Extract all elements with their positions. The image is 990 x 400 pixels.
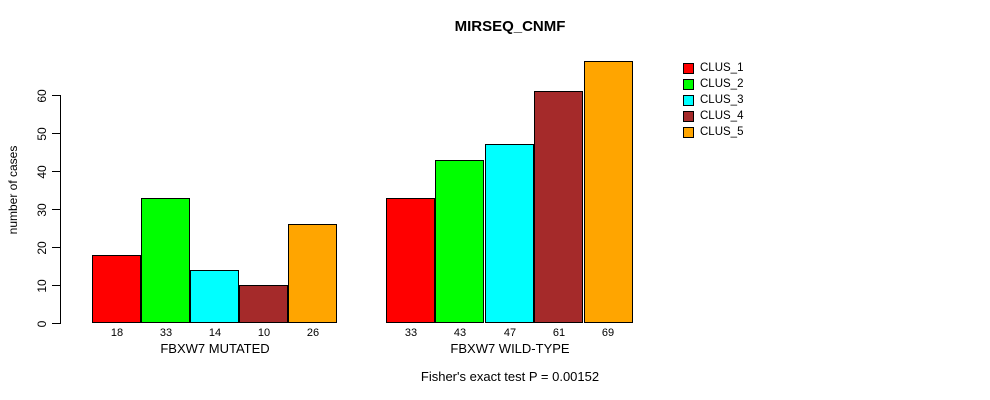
bar-value-label: 14 bbox=[208, 327, 222, 339]
legend-item-clus_5: CLUS_5 bbox=[683, 124, 743, 140]
legend-swatch-icon bbox=[683, 94, 694, 106]
bar-value-label: 69 bbox=[601, 327, 615, 339]
y-axis-tick-label: 30 bbox=[35, 202, 49, 217]
group-label: FBXW7 WILD-TYPE bbox=[450, 341, 570, 356]
legend-swatch-icon bbox=[683, 126, 694, 138]
legend-label: CLUS_1 bbox=[700, 62, 744, 74]
bar-value-label: 33 bbox=[159, 327, 173, 339]
bar-value-label: 10 bbox=[257, 327, 271, 339]
y-axis-tick bbox=[52, 323, 60, 324]
y-axis-tick bbox=[52, 285, 60, 286]
bar-clus_4-mutated bbox=[239, 285, 288, 323]
y-axis-tick-label: 20 bbox=[35, 240, 49, 255]
chart-title: MIRSEQ_CNMF bbox=[454, 18, 566, 35]
bar-clus_1-mutated bbox=[92, 255, 141, 323]
group-label: FBXW7 MUTATED bbox=[160, 341, 270, 356]
legend-item-clus_3: CLUS_3 bbox=[683, 92, 743, 108]
bar-clus_5-mutated bbox=[288, 224, 337, 323]
y-axis-tick-label: 40 bbox=[35, 164, 49, 179]
y-axis-tick bbox=[52, 133, 60, 134]
legend-swatch-icon bbox=[683, 62, 694, 74]
y-axis-label: number of cases bbox=[6, 145, 20, 235]
bar-clus_5-wildtype bbox=[584, 61, 633, 323]
legend-label: CLUS_5 bbox=[700, 126, 744, 138]
bar-clus_4-wildtype bbox=[534, 91, 583, 323]
legend-item-clus_4: CLUS_4 bbox=[683, 108, 743, 124]
bar-clus_2-wildtype bbox=[435, 160, 484, 323]
y-axis-line bbox=[60, 95, 61, 324]
legend: CLUS_1 CLUS_2 CLUS_3 CLUS_4 CLUS_5 bbox=[683, 60, 743, 140]
legend-item-clus_2: CLUS_2 bbox=[683, 76, 743, 92]
y-axis-tick bbox=[52, 209, 60, 210]
bar-value-label: 26 bbox=[306, 327, 320, 339]
legend-label: CLUS_2 bbox=[700, 78, 744, 90]
bar-clus_3-wildtype bbox=[485, 144, 534, 323]
caption: Fisher's exact test P = 0.00152 bbox=[420, 369, 600, 384]
y-axis-tick-label: 60 bbox=[35, 88, 49, 103]
legend-swatch-icon bbox=[683, 78, 694, 90]
bar-clus_3-mutated bbox=[190, 270, 239, 323]
y-axis-tick bbox=[52, 95, 60, 96]
y-axis-tick bbox=[52, 171, 60, 172]
legend-label: CLUS_3 bbox=[700, 94, 744, 106]
legend-swatch-icon bbox=[683, 110, 694, 122]
bar-value-label: 47 bbox=[503, 327, 517, 339]
legend-item-clus_1: CLUS_1 bbox=[683, 60, 743, 76]
bar-value-label: 33 bbox=[404, 327, 418, 339]
bar-value-label: 18 bbox=[110, 327, 124, 339]
y-axis-tick-label: 10 bbox=[35, 278, 49, 293]
y-axis-tick-label: 50 bbox=[35, 126, 49, 141]
bar-clus_2-mutated bbox=[141, 198, 190, 323]
bar-clus_1-wildtype bbox=[386, 198, 435, 323]
y-axis-tick bbox=[52, 247, 60, 248]
legend-label: CLUS_4 bbox=[700, 110, 744, 122]
y-axis-tick-label: 0 bbox=[35, 320, 49, 327]
bar-value-label: 61 bbox=[552, 327, 566, 339]
bar-value-label: 43 bbox=[453, 327, 467, 339]
